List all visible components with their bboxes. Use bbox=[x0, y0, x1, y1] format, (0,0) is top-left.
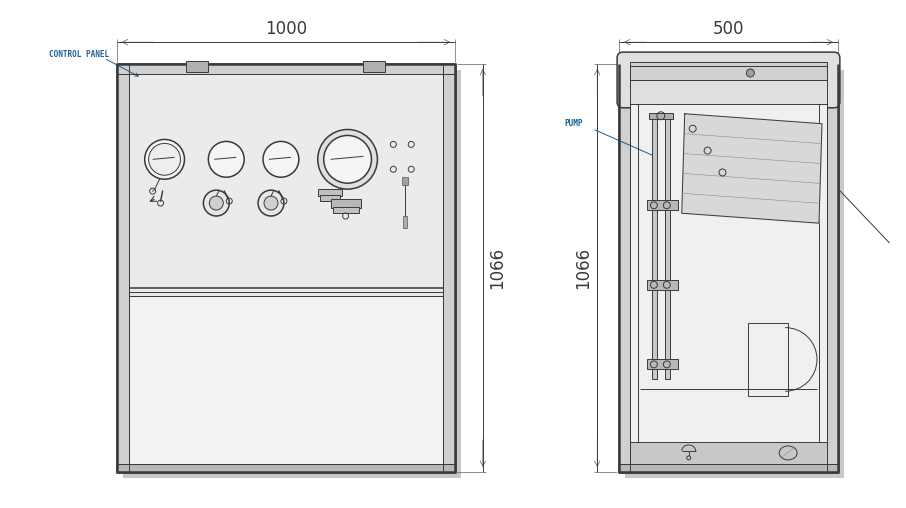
Bar bbox=[129, 74, 443, 293]
Bar bbox=[403, 216, 408, 228]
Bar bbox=[630, 104, 827, 444]
Bar bbox=[665, 119, 670, 379]
Bar bbox=[647, 360, 678, 369]
Bar bbox=[117, 64, 455, 74]
Bar bbox=[630, 62, 827, 80]
Circle shape bbox=[263, 141, 299, 177]
Circle shape bbox=[258, 190, 284, 216]
Bar bbox=[117, 64, 129, 472]
Circle shape bbox=[264, 196, 278, 210]
Bar bbox=[117, 464, 455, 472]
Bar bbox=[129, 296, 443, 464]
Bar bbox=[619, 64, 838, 472]
FancyBboxPatch shape bbox=[617, 52, 840, 108]
Circle shape bbox=[208, 141, 244, 177]
Bar bbox=[748, 323, 788, 396]
Bar bbox=[652, 119, 657, 379]
Circle shape bbox=[149, 143, 180, 175]
Bar bbox=[649, 113, 673, 119]
Bar bbox=[619, 464, 838, 472]
Text: PUMP: PUMP bbox=[564, 119, 583, 128]
Bar bbox=[827, 64, 838, 472]
Polygon shape bbox=[681, 114, 822, 223]
Circle shape bbox=[323, 136, 371, 183]
Bar bbox=[647, 200, 678, 210]
Bar bbox=[443, 64, 455, 472]
Text: 500: 500 bbox=[713, 20, 744, 38]
Bar bbox=[625, 70, 843, 478]
Bar bbox=[333, 207, 359, 213]
Bar bbox=[318, 189, 342, 196]
Bar bbox=[402, 177, 409, 185]
Bar bbox=[647, 280, 678, 290]
Circle shape bbox=[209, 196, 223, 210]
Bar bbox=[630, 442, 827, 464]
Circle shape bbox=[747, 69, 755, 77]
Bar bbox=[363, 61, 385, 72]
Circle shape bbox=[318, 130, 378, 189]
Text: 1000: 1000 bbox=[265, 20, 307, 38]
Circle shape bbox=[145, 139, 185, 179]
Bar bbox=[320, 195, 340, 201]
Bar bbox=[117, 64, 455, 472]
Bar bbox=[123, 70, 461, 478]
Text: CONTROL PANEL: CONTROL PANEL bbox=[49, 50, 110, 58]
Bar bbox=[331, 199, 361, 208]
Text: 1066: 1066 bbox=[487, 247, 506, 289]
Bar bbox=[187, 61, 208, 72]
Circle shape bbox=[203, 190, 229, 216]
Text: 1066: 1066 bbox=[574, 247, 593, 289]
Bar bbox=[619, 64, 630, 472]
